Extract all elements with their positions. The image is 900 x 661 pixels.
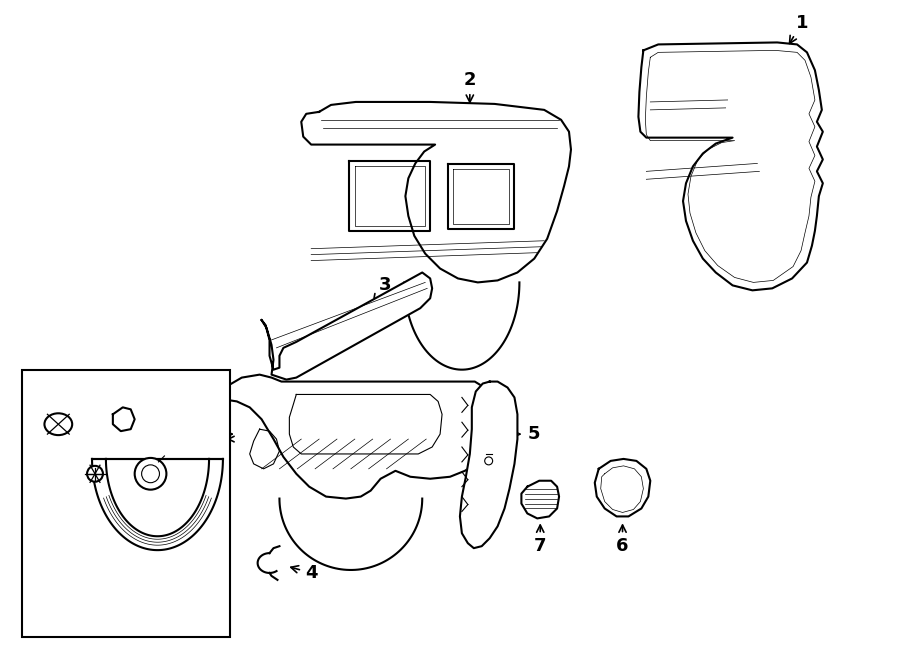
Text: 11: 11 [73, 491, 97, 518]
Polygon shape [224, 375, 498, 498]
Ellipse shape [44, 413, 72, 435]
Text: 5: 5 [482, 425, 540, 443]
Polygon shape [302, 102, 571, 282]
Bar [22, 369, 230, 637]
Polygon shape [521, 481, 559, 518]
Polygon shape [595, 459, 651, 516]
Polygon shape [460, 381, 518, 548]
Text: 2: 2 [464, 71, 476, 102]
Text: 8: 8 [210, 425, 232, 443]
Circle shape [87, 466, 103, 482]
Text: 10: 10 [31, 451, 56, 478]
Circle shape [485, 457, 492, 465]
Text: 7: 7 [534, 525, 546, 555]
Polygon shape [262, 272, 432, 379]
Circle shape [141, 465, 159, 483]
Text: 9: 9 [153, 494, 168, 518]
Text: 1: 1 [789, 14, 808, 44]
Circle shape [135, 458, 166, 490]
Text: 3: 3 [374, 276, 392, 301]
Polygon shape [638, 42, 823, 290]
Text: 6: 6 [616, 525, 629, 555]
Text: 4: 4 [291, 564, 318, 582]
